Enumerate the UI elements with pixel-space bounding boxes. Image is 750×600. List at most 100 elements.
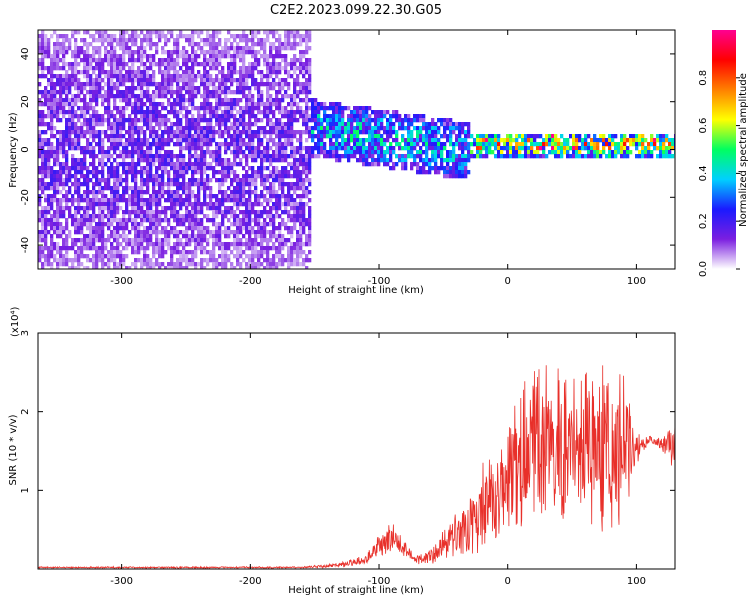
spectrogram-cell: [125, 198, 129, 203]
spectrogram-cell: [302, 34, 306, 39]
spectrogram-cell: [164, 74, 168, 79]
spectrogram-cell: [83, 154, 87, 159]
spectrogram-cell: [155, 94, 159, 99]
spectrogram-cell: [521, 134, 525, 139]
spectrogram-cell: [278, 134, 282, 139]
spectrogram-cell: [98, 90, 102, 95]
spectrogram-cell: [152, 194, 156, 199]
spectrogram-cell: [161, 190, 165, 195]
spectrogram-cell: [131, 138, 135, 143]
spectrogram-cell: [311, 118, 315, 123]
spectrogram-cell: [419, 154, 423, 159]
spectrogram-cell: [305, 166, 309, 171]
spectrogram-cell: [86, 174, 90, 179]
spectrogram-cell: [299, 206, 303, 211]
spectrogram-cell: [71, 82, 75, 87]
spectrogram-cell: [182, 166, 186, 171]
spectrogram-cell: [458, 122, 462, 127]
spectrogram-cell: [254, 190, 258, 195]
spectrogram-cell: [281, 82, 285, 87]
spectrogram-cell: [272, 170, 276, 175]
spectrogram-cell: [113, 262, 117, 267]
spectrogram-cell: [113, 210, 117, 215]
spectrogram-cell: [167, 242, 171, 247]
spectrogram-cell: [218, 238, 222, 243]
spectrogram-cell: [188, 138, 192, 143]
spectrogram-cell: [47, 206, 51, 211]
spectrogram-cell: [245, 82, 249, 87]
spectrogram-cell: [95, 134, 99, 139]
spectrogram-cell: [266, 174, 270, 179]
spectrogram-cell: [302, 154, 306, 159]
spectrogram-cell: [293, 214, 297, 219]
spectrogram-cell: [98, 130, 102, 135]
spectrogram-cell: [239, 78, 243, 83]
spectrogram-cell: [374, 114, 378, 119]
spectrogram-cell: [287, 126, 291, 131]
spectrogram-cell: [176, 242, 180, 247]
spectrogram-cell: [77, 62, 81, 67]
spectrogram-cell: [239, 186, 243, 191]
spectrogram-cell: [302, 114, 306, 119]
spectrogram-cell: [383, 150, 387, 155]
spectrogram-cell: [41, 74, 45, 79]
spectrogram-cell: [266, 122, 270, 127]
spectrogram-cell: [137, 106, 141, 111]
spectrogram-cell: [215, 46, 219, 51]
spectrogram-cell: [155, 34, 159, 39]
spectrogram-cell: [170, 154, 174, 159]
spectrogram-cell: [203, 158, 207, 163]
spectrogram-cell: [284, 90, 288, 95]
spectrogram-cell: [299, 90, 303, 95]
spectrogram-cell: [125, 218, 129, 223]
spectrogram-cell: [197, 230, 201, 235]
spectrogram-cell: [260, 82, 264, 87]
spectrogram-cell: [404, 138, 408, 143]
spectrogram-cell: [140, 242, 144, 247]
spectrogram-cell: [38, 46, 42, 51]
spectrogram-cell: [200, 162, 204, 167]
spectrogram-cell: [122, 246, 126, 251]
spectrogram-cell: [140, 30, 144, 35]
spectrogram-cell: [560, 150, 564, 155]
spectrogram-cell: [188, 194, 192, 199]
spectrogram-cell: [302, 82, 306, 87]
spectrogram-cell: [86, 146, 90, 151]
spectrogram-cell: [257, 90, 261, 95]
spectrogram-cell: [194, 198, 198, 203]
spectrogram-cell: [185, 238, 189, 243]
spectrogram-cell: [155, 222, 159, 227]
spectrogram-cell: [119, 150, 123, 155]
spectrogram-cell: [113, 118, 117, 123]
spectrogram-cell: [311, 134, 315, 139]
spectrogram-cell: [353, 114, 357, 119]
spectrogram-cell: [221, 246, 225, 251]
spectrogram-cell: [386, 110, 390, 115]
spectrogram-cell: [122, 190, 126, 195]
spectrogram-cell: [272, 46, 276, 51]
spectrogram-cell: [107, 62, 111, 67]
spectrogram-cell: [242, 50, 246, 55]
spectrogram-cell: [113, 266, 117, 269]
spectrogram-cell: [137, 194, 141, 199]
spectrogram-cell: [293, 150, 297, 155]
spectrogram-cell: [212, 46, 216, 51]
spectrogram-cell: [356, 150, 360, 155]
spectrogram-cell: [44, 214, 48, 219]
spectrogram-cell: [101, 42, 105, 47]
spectrogram-cell: [626, 150, 630, 155]
spectrogram-cell: [65, 70, 69, 75]
spectrogram-cell: [185, 114, 189, 119]
spectrogram-cell: [257, 126, 261, 131]
spectrogram-cell: [359, 114, 363, 119]
spectrogram-cell: [338, 134, 342, 139]
spectrogram-cell: [182, 138, 186, 143]
spectrogram-cell: [89, 82, 93, 87]
spectrogram-cell: [74, 98, 78, 103]
spectrogram-cell: [335, 118, 339, 123]
spectrogram-cell: [38, 98, 42, 103]
spectrogram-cell: [227, 98, 231, 103]
spectrogram-cell: [440, 166, 444, 171]
spectrogram-cell: [68, 110, 72, 115]
spectrogram-cell: [203, 142, 207, 147]
